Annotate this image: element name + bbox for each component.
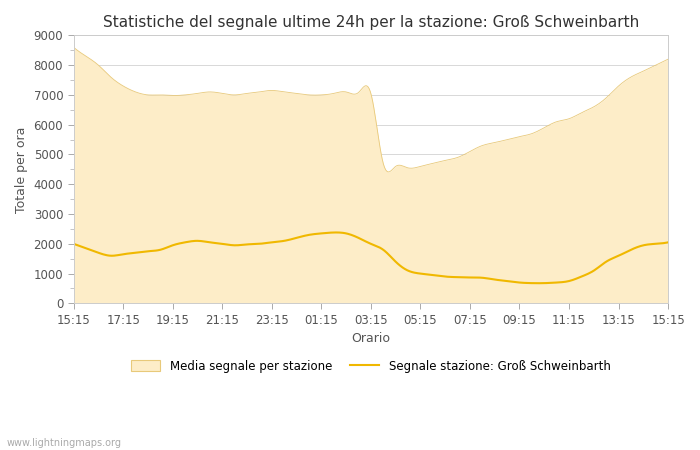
X-axis label: Orario: Orario [351, 333, 391, 345]
Legend: Media segnale per stazione, Segnale stazione: Groß Schweinbarth: Media segnale per stazione, Segnale staz… [131, 360, 611, 373]
Title: Statistiche del segnale ultime 24h per la stazione: Groß Schweinbarth: Statistiche del segnale ultime 24h per l… [103, 15, 639, 30]
Text: www.lightningmaps.org: www.lightningmaps.org [7, 438, 122, 448]
Y-axis label: Totale per ora: Totale per ora [15, 126, 28, 212]
